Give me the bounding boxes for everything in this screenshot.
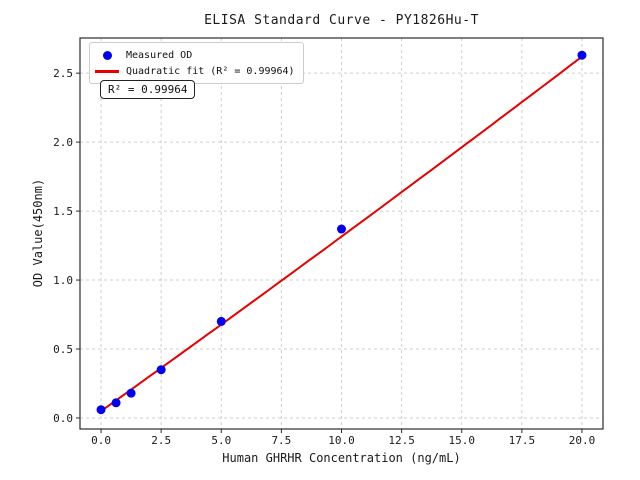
data-point	[126, 388, 136, 398]
y-tick-label: 0.0	[53, 412, 73, 425]
x-tick-label: 2.5	[151, 434, 171, 447]
x-tick-label: 15.0	[448, 434, 475, 447]
y-axis-label: OD Value(450nm)	[31, 178, 45, 288]
legend: Measured OD Quadratic fit (R² = 0.99964)	[89, 42, 304, 84]
data-point	[96, 405, 106, 415]
y-tick-label: 2.0	[53, 136, 73, 149]
x-tick-label: 20.0	[569, 434, 596, 447]
blue-dot-icon	[102, 50, 112, 60]
x-tick-label: 12.5	[388, 434, 415, 447]
x-tick-label: 0.0	[91, 434, 111, 447]
data-point	[577, 50, 587, 60]
x-tick-label: 5.0	[211, 434, 231, 447]
data-point	[216, 316, 226, 326]
legend-item-measured-od: Measured OD	[94, 47, 295, 63]
legend-item-quadratic-fit: Quadratic fit (R² = 0.99964)	[94, 63, 295, 79]
y-tick-label: 1.5	[53, 205, 73, 218]
legend-label-measured-od: Measured OD	[126, 49, 193, 61]
line-marker-icon	[94, 69, 120, 73]
data-point	[337, 224, 346, 234]
scatter-marker-icon	[94, 50, 120, 60]
y-tick-label: 1.0	[53, 274, 73, 287]
y-tick-label: 0.5	[53, 343, 73, 356]
chart-title: ELISA Standard Curve - PY1826Hu-T	[204, 13, 479, 28]
data-point	[156, 365, 166, 375]
x-tick-label: 17.5	[509, 434, 536, 447]
x-axis-label: Human GHRHR Concentration (ng/mL)	[222, 451, 461, 465]
red-line-icon	[95, 69, 119, 73]
y-tick-label: 2.5	[53, 67, 73, 80]
x-tick-label: 7.5	[271, 434, 291, 447]
x-tick-label: 10.0	[328, 434, 355, 447]
quadratic-fit-line	[100, 55, 583, 413]
r-squared-annotation: R² = 0.99964	[100, 80, 196, 99]
legend-label-quadratic-fit: Quadratic fit (R² = 0.99964)	[126, 65, 295, 77]
data-point	[111, 398, 121, 408]
